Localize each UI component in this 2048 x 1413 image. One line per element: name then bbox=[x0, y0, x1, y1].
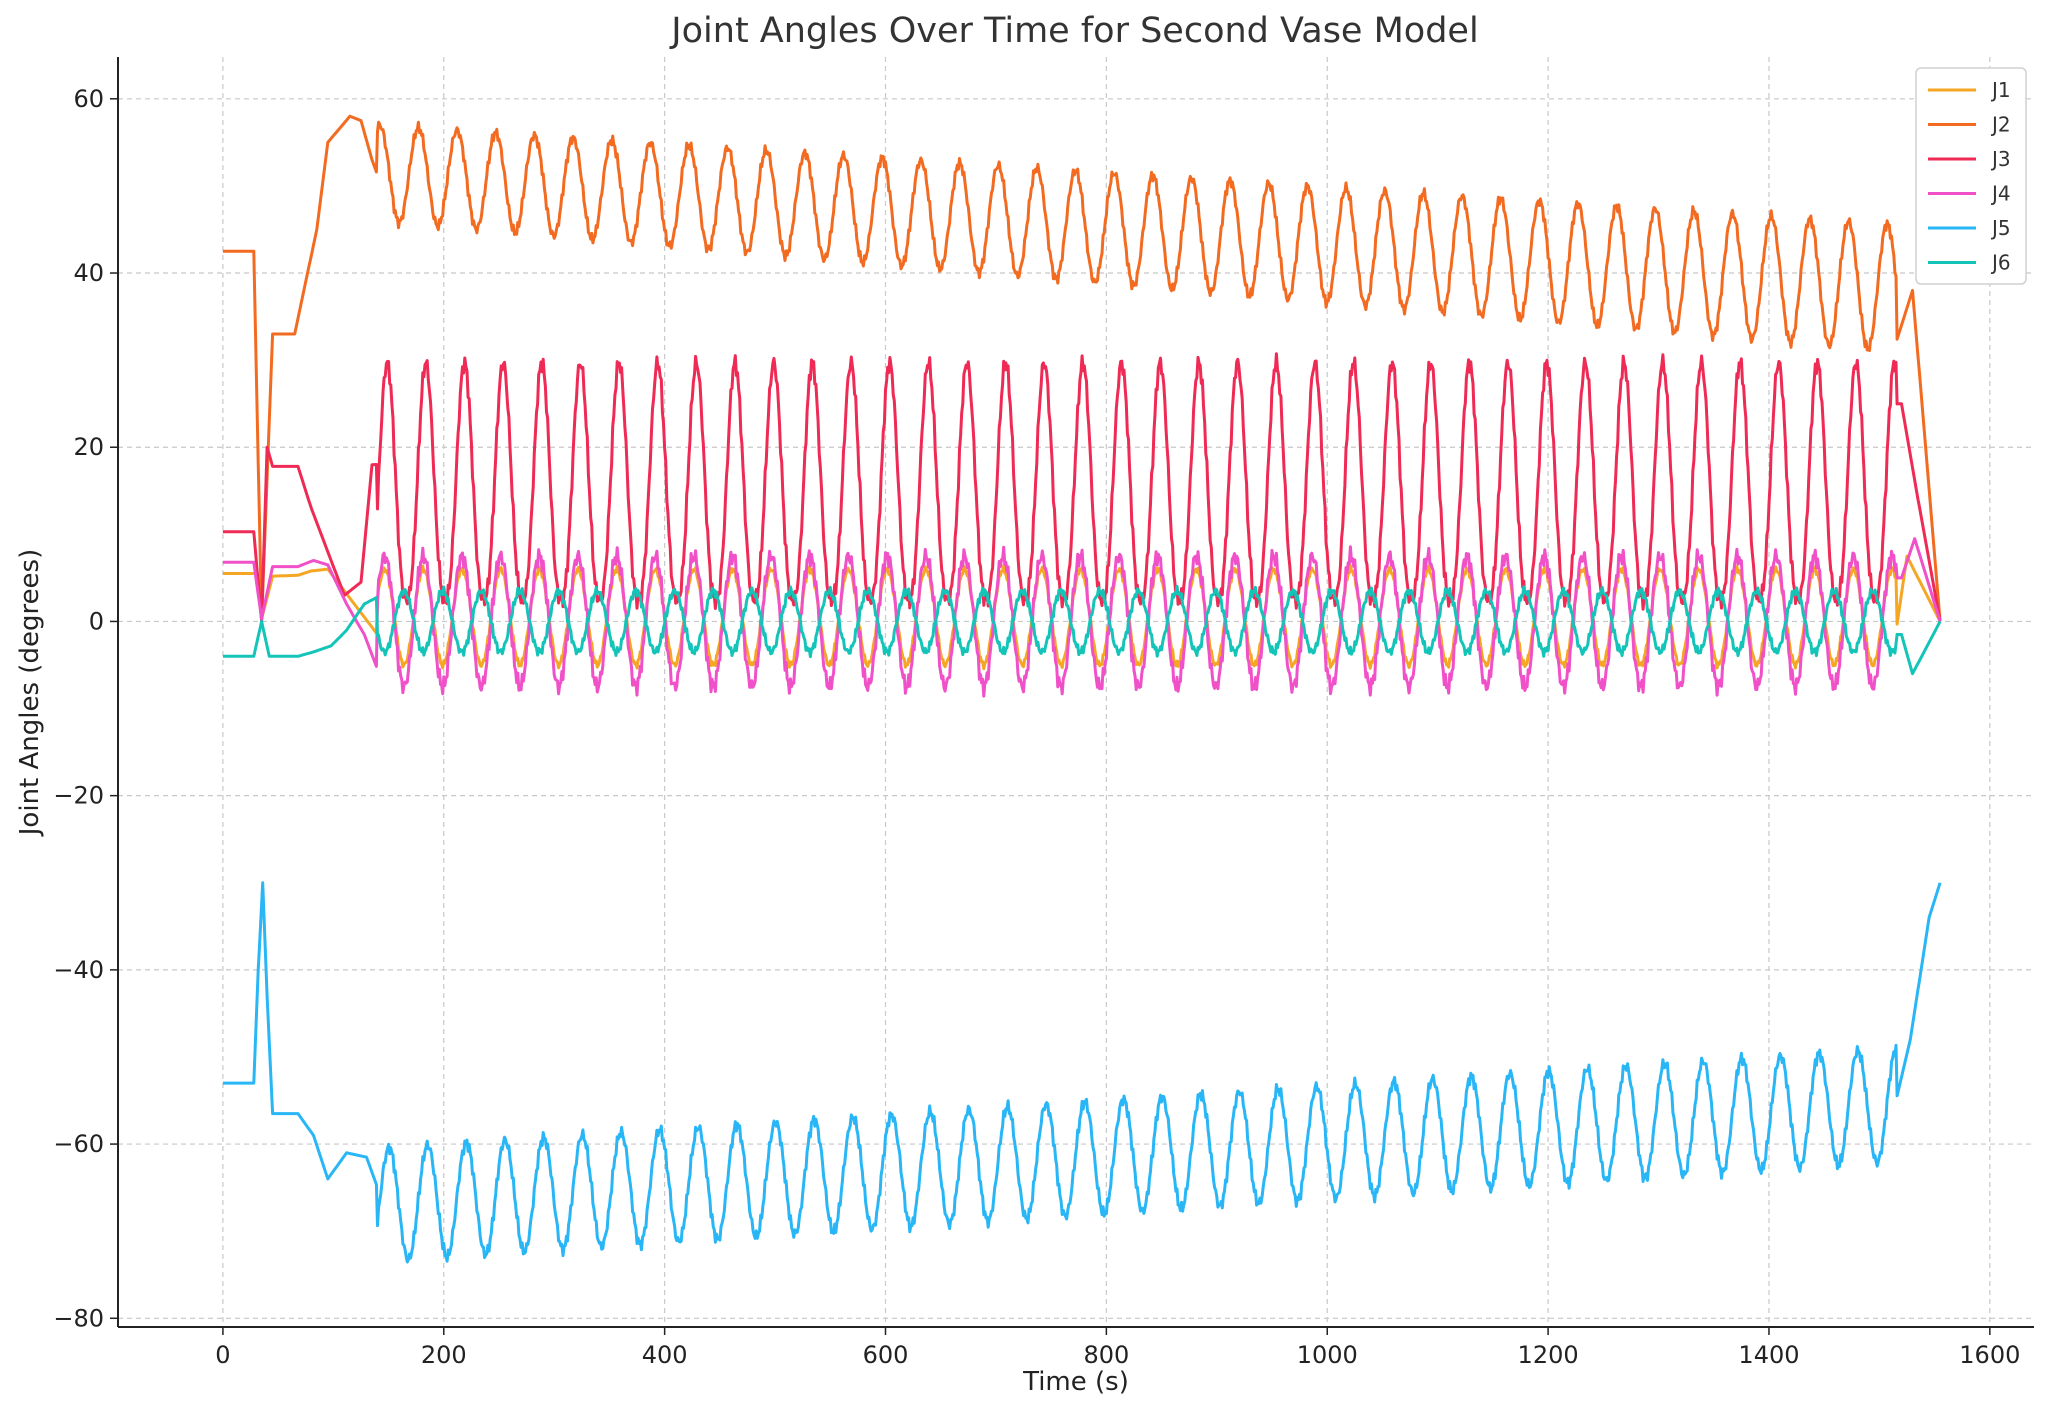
x-tick-label: 400 bbox=[642, 1341, 688, 1369]
x-tick-label: 0 bbox=[215, 1341, 230, 1369]
series-line-j2 bbox=[222, 114, 1942, 623]
x-tick-label: 600 bbox=[863, 1341, 909, 1369]
x-tick-label: 1000 bbox=[1297, 1341, 1358, 1369]
series-line-j3 bbox=[222, 352, 1942, 623]
legend-label-j2: J2 bbox=[1990, 113, 2011, 137]
legend-label-j5: J5 bbox=[1990, 216, 2011, 240]
x-tick-label: 1200 bbox=[1518, 1341, 1579, 1369]
y-tick-label: 0 bbox=[89, 607, 104, 635]
series-layer bbox=[222, 114, 1942, 1264]
legend-label-j6: J6 bbox=[1990, 251, 2011, 275]
y-tick-label: −60 bbox=[53, 1130, 104, 1158]
legend: J1 J2 J3 J4 J5 J6 bbox=[1915, 67, 2027, 285]
y-tick-label: −80 bbox=[53, 1304, 104, 1332]
legend-label-j3: J3 bbox=[1990, 147, 2011, 171]
x-tick-label: 1600 bbox=[1959, 1341, 2020, 1369]
y-tick-label: −40 bbox=[53, 956, 104, 984]
x-tick-label: 200 bbox=[421, 1341, 467, 1369]
x-tick-label: 1400 bbox=[1738, 1341, 1799, 1369]
legend-label-j4: J4 bbox=[1990, 182, 2011, 206]
y-axis-label: Joint Angles (degrees) bbox=[15, 549, 45, 837]
legend-label-j1: J1 bbox=[1990, 78, 2011, 102]
axes-layer bbox=[117, 57, 2034, 1328]
y-tick-label: 40 bbox=[73, 259, 104, 287]
x-axis-label: Time (s) bbox=[1022, 1367, 1129, 1397]
legend-box bbox=[1915, 67, 2027, 285]
series-line-j4 bbox=[222, 537, 1942, 698]
x-tick-label: 800 bbox=[1083, 1341, 1129, 1369]
y-tick-label: −20 bbox=[53, 782, 104, 810]
series-line-j6 bbox=[222, 584, 1942, 676]
chart-title: Joint Angles Over Time for Second Vase M… bbox=[669, 11, 1478, 51]
y-tick-label: 20 bbox=[73, 433, 104, 461]
series-line-j5 bbox=[222, 881, 1942, 1264]
y-tick-label: 60 bbox=[73, 85, 104, 113]
tick-layer: 0 200 400 600 800 1000 1200 1400 1600−80−60−40−2… bbox=[53, 85, 2020, 1369]
